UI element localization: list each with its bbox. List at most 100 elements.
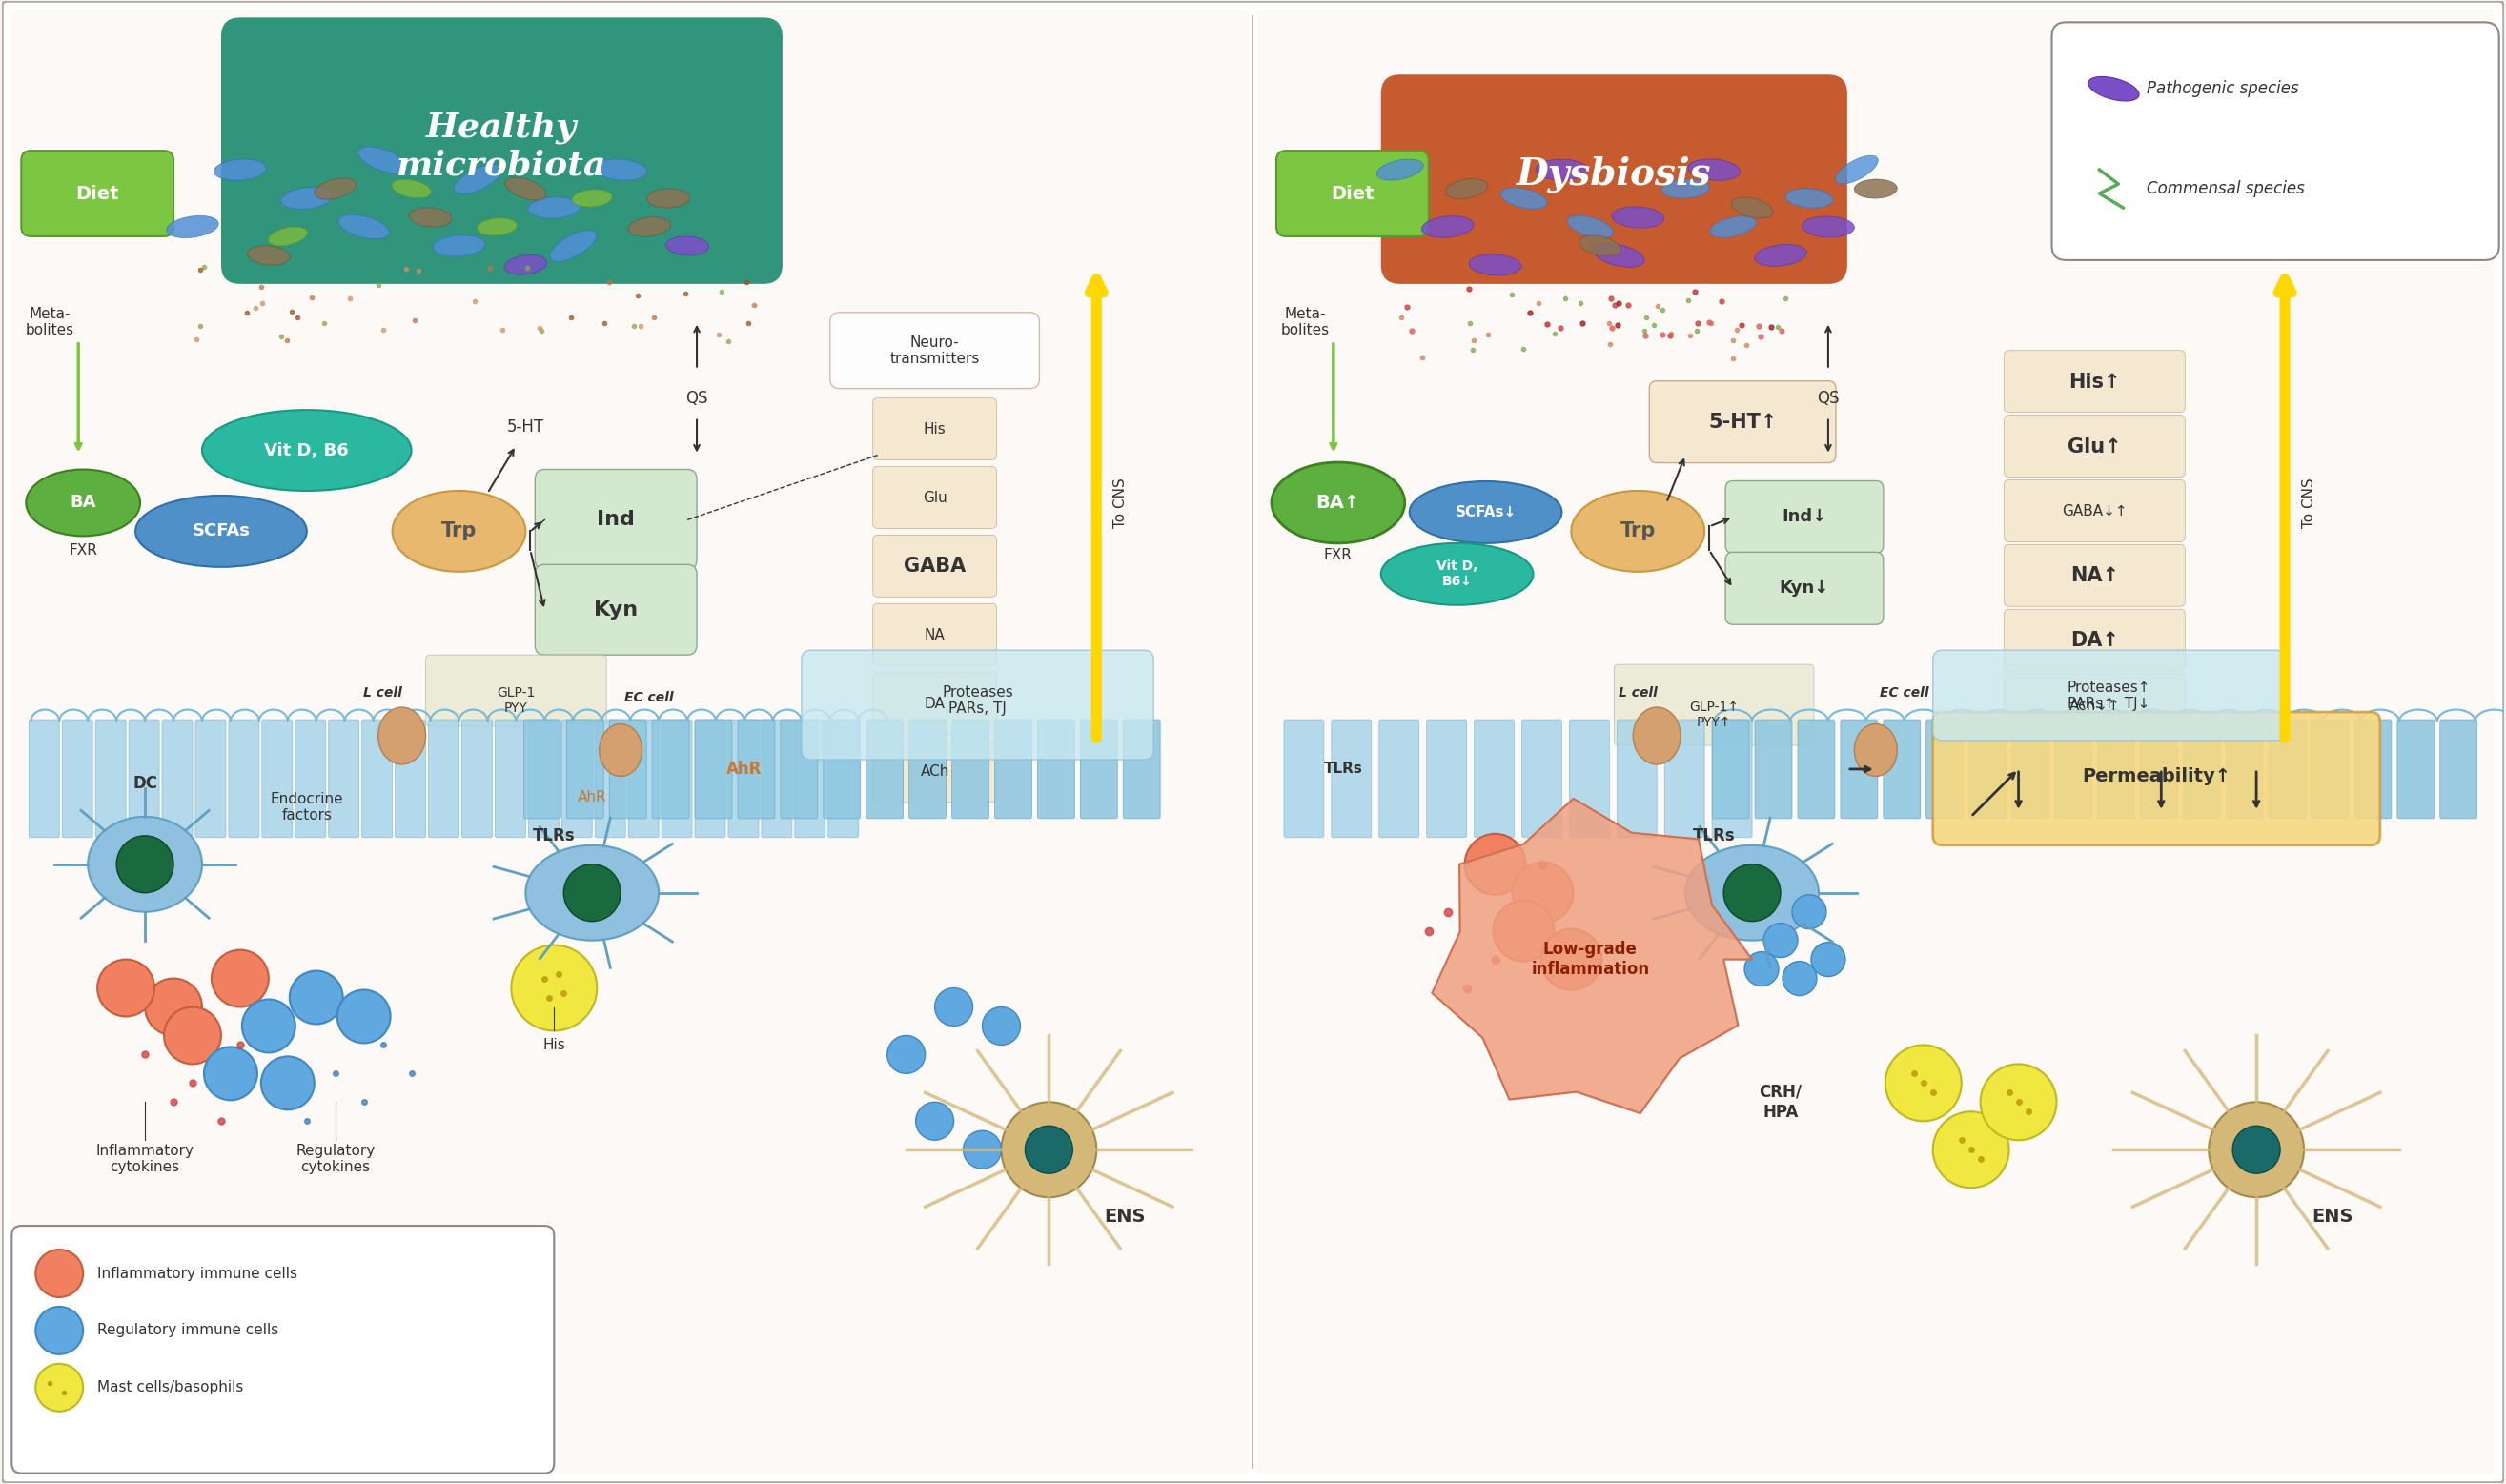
FancyBboxPatch shape (872, 604, 997, 665)
Ellipse shape (393, 491, 526, 571)
Ellipse shape (313, 180, 356, 199)
FancyBboxPatch shape (128, 720, 160, 837)
FancyBboxPatch shape (737, 720, 774, 819)
FancyBboxPatch shape (2441, 720, 2476, 819)
FancyBboxPatch shape (594, 720, 626, 837)
Text: GABA: GABA (905, 556, 965, 576)
FancyBboxPatch shape (1037, 720, 1075, 819)
Text: FXR: FXR (1323, 548, 1353, 562)
Circle shape (564, 864, 621, 922)
Ellipse shape (1271, 463, 1406, 543)
FancyBboxPatch shape (995, 720, 1032, 819)
FancyBboxPatch shape (1080, 720, 1118, 819)
Circle shape (35, 1307, 83, 1355)
Circle shape (982, 1008, 1020, 1045)
Ellipse shape (168, 215, 218, 239)
Circle shape (1025, 1126, 1073, 1174)
FancyBboxPatch shape (1616, 720, 1656, 837)
Text: DC: DC (133, 775, 158, 792)
Text: AhR: AhR (727, 760, 762, 778)
Text: Proteases↑
PARs↑  TJ↓: Proteases↑ PARs↑ TJ↓ (2067, 681, 2150, 711)
Ellipse shape (1579, 236, 1621, 257)
Ellipse shape (1854, 724, 1897, 776)
Text: Ind↓: Ind↓ (1782, 509, 1827, 525)
Text: DA↑: DA↑ (2070, 631, 2120, 650)
FancyBboxPatch shape (1123, 720, 1160, 819)
Text: Inflammatory immune cells: Inflammatory immune cells (98, 1266, 298, 1281)
Ellipse shape (135, 496, 306, 567)
Circle shape (1764, 923, 1797, 957)
FancyBboxPatch shape (729, 720, 759, 837)
Ellipse shape (434, 234, 486, 257)
Text: Ind: Ind (596, 510, 634, 530)
Text: To CNS: To CNS (1113, 478, 1128, 528)
Circle shape (35, 1250, 83, 1297)
Text: Meta-
bolites: Meta- bolites (1281, 307, 1328, 337)
Ellipse shape (203, 410, 411, 491)
FancyBboxPatch shape (2005, 674, 2185, 736)
Ellipse shape (1571, 491, 1704, 571)
Circle shape (887, 1036, 925, 1073)
Ellipse shape (1536, 159, 1589, 180)
Circle shape (1885, 1045, 1962, 1120)
FancyBboxPatch shape (952, 720, 990, 819)
FancyBboxPatch shape (524, 720, 561, 819)
Text: Kyn↓: Kyn↓ (1779, 580, 1829, 597)
FancyBboxPatch shape (95, 720, 125, 837)
FancyBboxPatch shape (2353, 720, 2391, 819)
Text: His: His (922, 423, 947, 436)
Circle shape (1724, 864, 1782, 922)
Text: Endocrine
factors: Endocrine factors (271, 792, 343, 822)
Circle shape (163, 1008, 221, 1064)
Text: Pathogenic species: Pathogenic species (2148, 80, 2298, 98)
FancyBboxPatch shape (361, 720, 393, 837)
FancyBboxPatch shape (221, 18, 782, 283)
Ellipse shape (25, 469, 140, 536)
FancyBboxPatch shape (1712, 720, 1749, 819)
FancyBboxPatch shape (263, 720, 293, 837)
Ellipse shape (1611, 206, 1664, 229)
FancyBboxPatch shape (867, 720, 902, 819)
FancyBboxPatch shape (163, 720, 193, 837)
FancyBboxPatch shape (496, 720, 526, 837)
FancyBboxPatch shape (296, 720, 326, 837)
FancyBboxPatch shape (1712, 720, 1752, 837)
Text: GABA↓↑: GABA↓↑ (2062, 505, 2128, 518)
Text: QS: QS (1817, 389, 1839, 407)
Text: FXR: FXR (68, 543, 98, 558)
Text: EC cell: EC cell (1880, 686, 1930, 699)
Ellipse shape (408, 208, 451, 227)
FancyBboxPatch shape (1378, 720, 1418, 837)
Text: NA: NA (925, 628, 945, 643)
FancyBboxPatch shape (396, 720, 426, 837)
Text: Regulatory immune cells: Regulatory immune cells (98, 1324, 278, 1337)
FancyBboxPatch shape (872, 466, 997, 528)
Ellipse shape (1784, 188, 1832, 208)
Text: Commensal species: Commensal species (2148, 180, 2306, 197)
Text: Trp: Trp (441, 522, 476, 540)
FancyBboxPatch shape (662, 720, 692, 837)
FancyBboxPatch shape (3, 1, 2503, 1483)
Circle shape (211, 950, 268, 1008)
Circle shape (1541, 929, 1601, 990)
FancyBboxPatch shape (762, 720, 792, 837)
Ellipse shape (1754, 245, 1807, 266)
Text: 5-HT↑: 5-HT↑ (1709, 413, 1777, 432)
Text: Trp: Trp (1619, 522, 1656, 540)
Text: Neuro-
transmitters: Neuro- transmitters (890, 335, 980, 367)
Text: BA: BA (70, 494, 95, 512)
Text: BA↑: BA↑ (1316, 494, 1361, 512)
Ellipse shape (1381, 543, 1534, 605)
Text: TLRs: TLRs (1692, 827, 1734, 844)
Circle shape (1002, 1103, 1098, 1198)
Ellipse shape (1802, 217, 1854, 237)
Text: Low-grade
inflammation: Low-grade inflammation (1531, 941, 1649, 978)
FancyBboxPatch shape (1426, 720, 1466, 837)
Ellipse shape (529, 193, 579, 223)
FancyBboxPatch shape (426, 654, 606, 726)
Text: TLRs: TLRs (1323, 761, 1363, 776)
FancyBboxPatch shape (2005, 479, 2185, 542)
FancyBboxPatch shape (1258, 10, 2493, 1474)
FancyBboxPatch shape (2005, 610, 2185, 671)
Ellipse shape (1661, 180, 1709, 199)
